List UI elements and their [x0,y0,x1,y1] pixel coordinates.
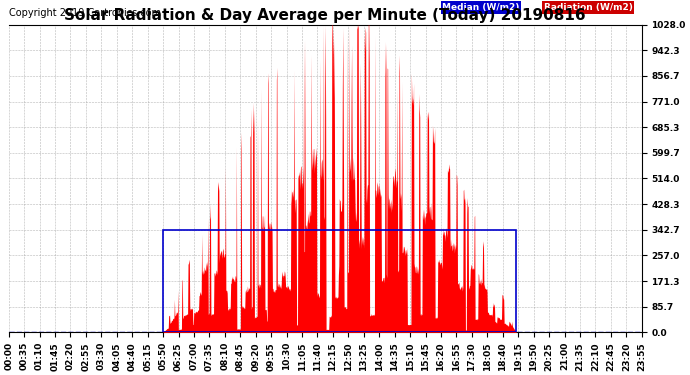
Text: Copyright 2019 Cartronics.com: Copyright 2019 Cartronics.com [9,8,161,18]
Bar [163,230,516,332]
Title: Solar Radiation & Day Average per Minute (Today) 20190816: Solar Radiation & Day Average per Minute… [64,8,586,23]
Text: Median (W/m2): Median (W/m2) [442,3,520,12]
Text: Radiation (W/m2): Radiation (W/m2) [544,3,633,12]
